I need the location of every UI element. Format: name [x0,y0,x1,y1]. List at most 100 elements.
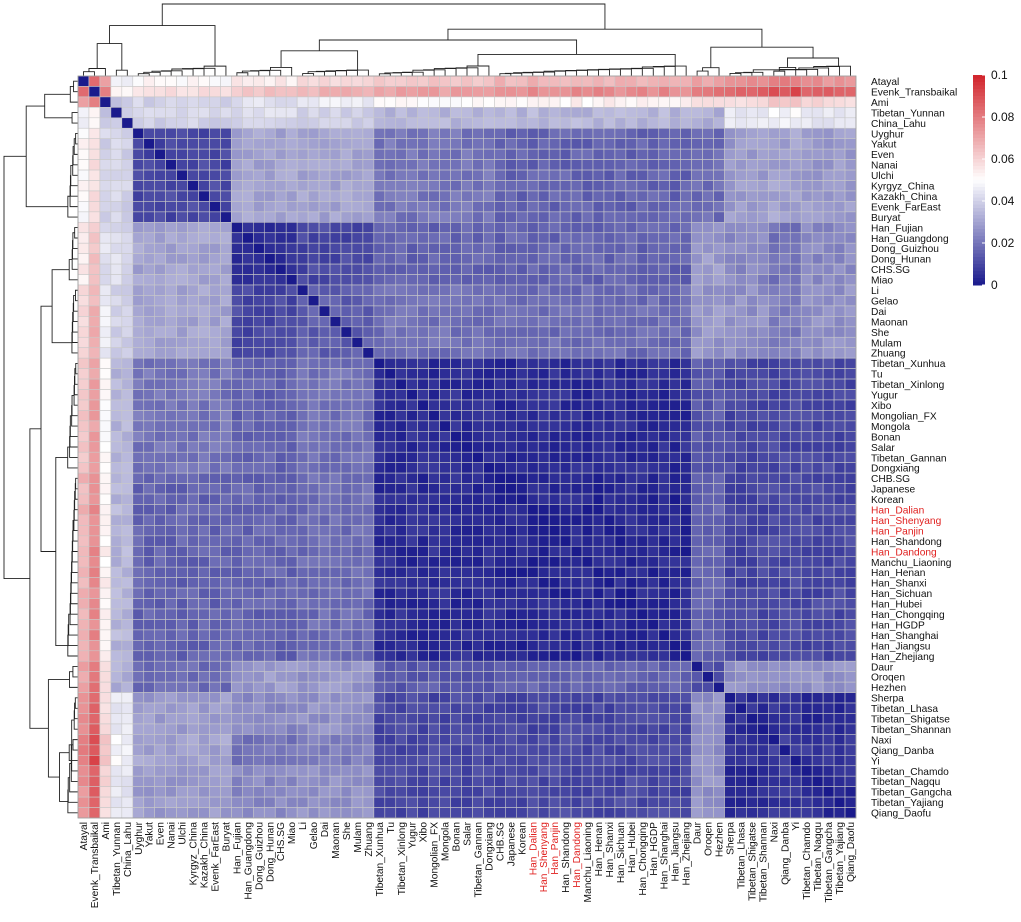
heatmap-cell [307,107,320,119]
heatmap-cell [274,86,287,98]
heatmap-cell [680,493,692,505]
heatmap-cell [724,211,736,223]
heatmap-cell [121,253,134,265]
heatmap-cell [187,514,199,526]
heatmap-cell [658,441,671,453]
heatmap-cell [253,723,265,735]
heatmap-cell [483,702,495,714]
heatmap-cell [713,587,725,599]
heatmap-cell [176,336,188,349]
heatmap-cell [680,744,692,756]
heatmap-cell [603,86,616,98]
heatmap-cell [143,441,156,453]
heatmap-cell [154,232,166,244]
heatmap-cell [768,378,780,390]
heatmap-cell [778,702,791,714]
heatmap-cell [340,493,353,505]
heatmap-cell [165,431,177,443]
heatmap-cell [274,765,287,777]
heatmap-cell [472,713,484,725]
heatmap-cell [329,713,342,725]
heatmap-cell [209,127,221,139]
heatmap-cell [570,629,583,641]
heatmap-cell [800,608,813,620]
heatmap-cell [559,681,572,693]
heatmap-cell [494,671,506,683]
heatmap-cell [505,148,517,160]
heatmap-cell [154,451,166,463]
heatmap-cell [450,744,462,756]
heatmap-cell [274,702,287,714]
heatmap-cell [231,566,243,578]
heatmap-cell [165,681,177,693]
heatmap-cell [680,357,692,369]
heatmap-cell [822,368,835,380]
heatmap-cell [176,754,188,767]
heatmap-cell [713,127,725,139]
heatmap-cell [263,211,276,223]
heatmap-cell [636,702,649,714]
heatmap-cell [505,640,517,652]
heatmap-cell [329,514,342,526]
heatmap-cell [757,420,769,432]
heatmap-cell [99,681,112,693]
heatmap-cell [253,598,265,610]
heatmap-cell [340,514,353,526]
heatmap-cell [724,472,736,484]
heatmap-cell [724,556,736,568]
heatmap-cell [691,211,703,223]
heatmap-cell [844,754,857,767]
heatmap-cell [603,744,616,756]
heatmap-cell [713,713,725,725]
heatmap-cell [340,587,353,599]
heatmap-cell [285,127,298,139]
heatmap-cell [88,399,101,411]
heatmap-cell [658,201,671,213]
heatmap-cell [559,389,572,401]
heatmap-cell [110,127,123,139]
heatmap-cell [516,253,528,265]
heatmap-cell [559,159,572,171]
heatmap-cell [483,169,495,181]
heatmap-cell [165,566,177,578]
heatmap-cell [209,357,221,369]
heatmap-cell [570,650,583,662]
heatmap-cell [231,660,243,672]
heatmap-cell [844,127,857,139]
heatmap-cell [220,556,232,568]
heatmap-cell [537,504,550,516]
heatmap-cell [198,284,210,296]
heatmap-cell [373,190,386,202]
heatmap-cell [702,504,714,516]
heatmap-cell [406,535,418,547]
heatmap-cell [537,368,550,380]
heatmap-cell [581,263,594,275]
heatmap-cell [636,723,649,735]
heatmap-cell [800,96,813,108]
heatmap-cell [450,295,462,307]
heatmap-cell [581,713,594,725]
heatmap-cell [789,723,802,735]
heatmap-cell [592,535,605,547]
heatmap-cell [833,284,846,296]
heatmap-cell [88,535,101,547]
heatmap-cell [132,786,145,798]
heatmap-cell [318,190,331,202]
heatmap-cell [548,75,561,87]
heatmap-cell [198,180,210,192]
heatmap-cell [439,598,451,610]
heatmap-cell [329,671,342,683]
heatmap-cell [625,138,638,150]
heatmap-cell [450,305,462,317]
heatmap-cell [724,660,736,672]
heatmap-cell [472,556,484,568]
heatmap-cell [351,692,364,704]
dendrogram-branch [71,719,78,772]
heatmap-cell [263,431,276,443]
heatmap-cell [800,598,813,610]
heatmap-cell [362,211,375,223]
heatmap-cell [88,472,101,484]
heatmap-cell [461,744,473,756]
heatmap-cell [537,420,550,432]
heatmap-cell [691,441,703,453]
